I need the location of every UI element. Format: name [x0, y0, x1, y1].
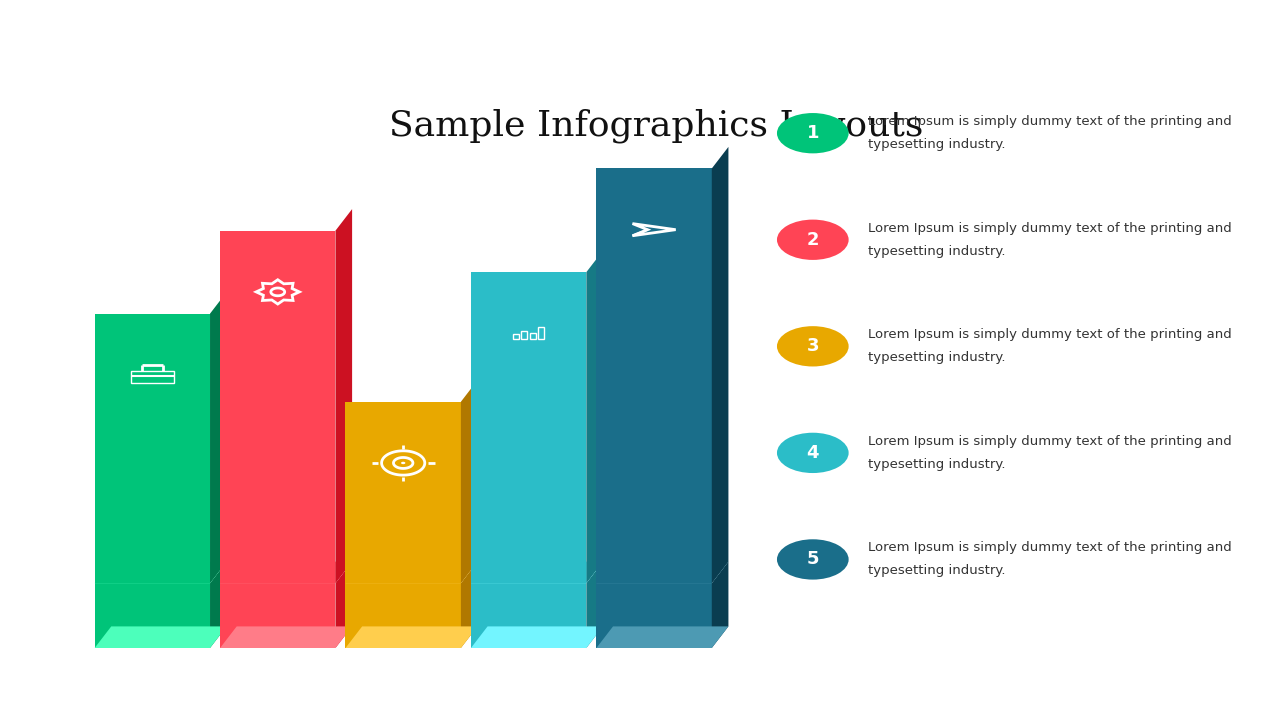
- Text: typesetting industry.: typesetting industry.: [868, 564, 1005, 577]
- Text: 4: 4: [806, 444, 819, 462]
- Text: 2: 2: [806, 230, 819, 249]
- Text: typesetting industry.: typesetting industry.: [868, 351, 1005, 364]
- Text: Lorem Ipsum is simply dummy text of the printing and: Lorem Ipsum is simply dummy text of the …: [868, 435, 1231, 448]
- Text: Lorem Ipsum is simply dummy text of the printing and: Lorem Ipsum is simply dummy text of the …: [868, 541, 1231, 554]
- Text: 3: 3: [806, 337, 819, 356]
- Text: 5: 5: [806, 551, 819, 569]
- Text: Lorem Ipsum is simply dummy text of the printing and: Lorem Ipsum is simply dummy text of the …: [868, 328, 1231, 341]
- Text: typesetting industry.: typesetting industry.: [868, 458, 1005, 471]
- Text: Lorem Ipsum is simply dummy text of the printing and: Lorem Ipsum is simply dummy text of the …: [868, 115, 1231, 128]
- Text: Sample Infographics Layouts: Sample Infographics Layouts: [389, 109, 923, 143]
- Text: typesetting industry.: typesetting industry.: [868, 245, 1005, 258]
- Text: 1: 1: [806, 124, 819, 143]
- Text: typesetting industry.: typesetting industry.: [868, 138, 1005, 151]
- Text: Lorem Ipsum is simply dummy text of the printing and: Lorem Ipsum is simply dummy text of the …: [868, 222, 1231, 235]
